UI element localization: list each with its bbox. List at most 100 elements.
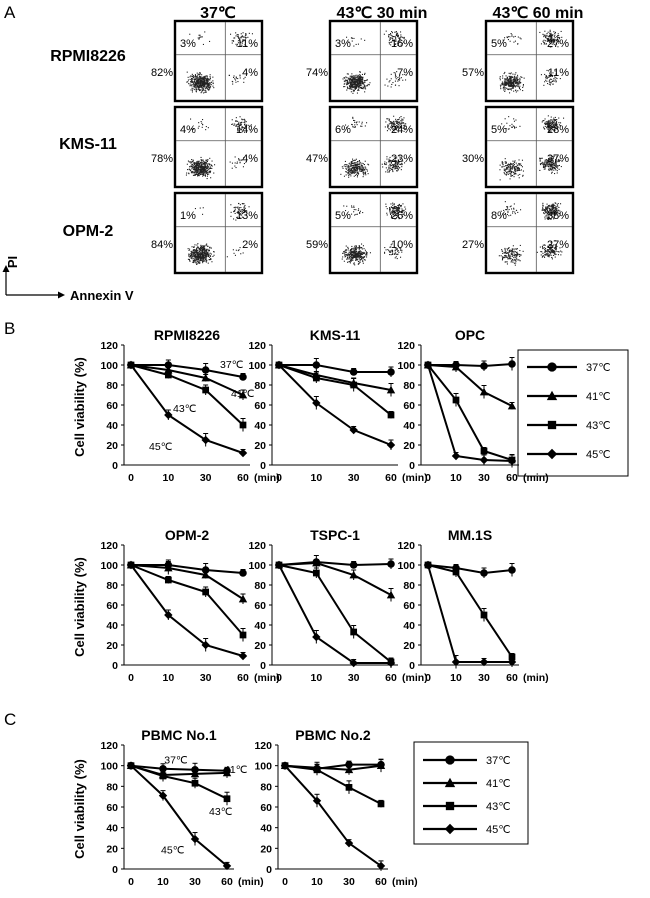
data-point — [349, 368, 358, 376]
series-diamond — [126, 761, 232, 871]
data-point — [451, 451, 461, 461]
flow-row-header-2: KMS-11 — [59, 136, 117, 153]
triangle-icon — [444, 777, 456, 788]
y-axis-label: Cell viability (%) — [72, 557, 87, 657]
y-tick-label: 60 — [403, 600, 415, 612]
quadrant-lower-right: 4% — [242, 153, 258, 165]
data-point — [423, 360, 433, 370]
series-line — [284, 764, 382, 771]
y-tick-label: 60 — [106, 802, 118, 814]
legend-item: 41℃ — [527, 390, 611, 403]
y-tick-label: 80 — [106, 781, 118, 793]
series-annotation: 45℃ — [149, 441, 173, 453]
series-diamond — [126, 360, 248, 458]
quadrant-upper-left: 5% — [491, 124, 507, 136]
data-point — [238, 594, 248, 603]
quadrant-lower-left: 84% — [151, 239, 173, 251]
flow-dots — [499, 29, 563, 94]
quadrant-lower-right: 7% — [397, 67, 413, 79]
data-point — [386, 658, 396, 668]
flow-plot: 6% 24% 47% 23% — [306, 105, 419, 189]
quadrant-upper-right: 13% — [236, 210, 258, 222]
data-point — [452, 568, 460, 576]
data-point — [479, 455, 489, 465]
y-tick-label: 80 — [254, 380, 266, 392]
x-tick-label: 60 — [385, 472, 397, 484]
series-line — [284, 765, 382, 867]
chart-title: PBMC No.2 — [295, 727, 371, 743]
legend-label: 37℃ — [486, 755, 511, 767]
y-tick-label: 100 — [100, 761, 118, 773]
data-point — [201, 366, 210, 374]
chart-title: OPM-2 — [165, 527, 210, 543]
data-point — [312, 374, 320, 382]
data-point — [280, 761, 290, 770]
quadrant-lower-left: 74% — [306, 67, 328, 79]
data-point — [479, 387, 489, 396]
quadrant-lower-right: 27% — [547, 239, 569, 251]
series-diamond — [423, 360, 517, 468]
data-point — [201, 570, 210, 579]
x-tick-label: 0 — [128, 876, 134, 888]
y-tick-label: 60 — [254, 600, 266, 612]
x-tick-label: 30 — [200, 472, 212, 484]
legend-item: 41℃ — [423, 777, 511, 790]
x-tick-label: 0 — [276, 672, 282, 684]
quadrant-lower-left: 59% — [306, 239, 328, 251]
series-line — [278, 564, 391, 664]
data-point — [191, 779, 199, 787]
y-tick-label: 0 — [260, 660, 266, 672]
flow-dots — [341, 202, 407, 266]
x-tick-label: 30 — [348, 472, 360, 484]
data-point — [350, 628, 358, 636]
series-line — [130, 564, 244, 636]
chart-rpmi: RPMI8226 0 20 40 60 80 100 120 0 10 30 60 (min) Cell … — [72, 327, 280, 484]
data-point — [238, 390, 248, 399]
x-tick-label: 10 — [450, 472, 462, 484]
data-point — [126, 360, 136, 370]
quadrant-upper-left: 8% — [491, 210, 507, 222]
y-tick-label: 20 — [403, 440, 415, 452]
quadrant-lower-left: 27% — [462, 239, 484, 251]
data-point — [312, 361, 321, 369]
data-point — [423, 560, 433, 570]
x-unit-label: (min) — [254, 672, 280, 684]
series-line — [130, 564, 244, 600]
series-circle — [424, 561, 516, 578]
data-point — [312, 632, 321, 642]
y-tick-label: 80 — [403, 380, 415, 392]
x-tick-label: 10 — [162, 472, 174, 484]
quadrant-upper-left: 5% — [491, 38, 507, 50]
series-square — [281, 762, 385, 808]
data-point — [202, 386, 210, 394]
series-triangle — [423, 360, 517, 410]
data-point — [508, 360, 516, 368]
series-circle — [127, 559, 247, 577]
series-line — [278, 561, 392, 596]
chart-title: PBMC No.1 — [141, 727, 217, 743]
flow-dots — [342, 30, 407, 94]
quadrant-lower-left: 78% — [151, 153, 173, 165]
data-point — [451, 657, 461, 667]
data-point — [158, 791, 168, 800]
y-tick-label: 40 — [106, 823, 118, 835]
y-tick-label: 80 — [106, 380, 118, 392]
y-tick-label: 20 — [106, 440, 118, 452]
data-point — [507, 456, 517, 466]
data-point — [223, 795, 231, 803]
flow-axis-key: PI Annexin V — [2, 256, 134, 303]
series-circle — [424, 357, 516, 371]
panel-label-c: C — [4, 710, 16, 729]
data-point — [274, 560, 284, 570]
flow-dots — [187, 202, 250, 265]
data-point — [349, 570, 358, 579]
flow-dots — [498, 201, 563, 266]
data-point — [312, 569, 320, 577]
y-tick-label: 20 — [254, 440, 266, 452]
legend-item: 37℃ — [527, 362, 611, 374]
data-point — [376, 861, 386, 871]
series-line — [130, 364, 244, 426]
x-tick-label: 60 — [506, 472, 518, 484]
y-tick-label: 60 — [260, 802, 272, 814]
